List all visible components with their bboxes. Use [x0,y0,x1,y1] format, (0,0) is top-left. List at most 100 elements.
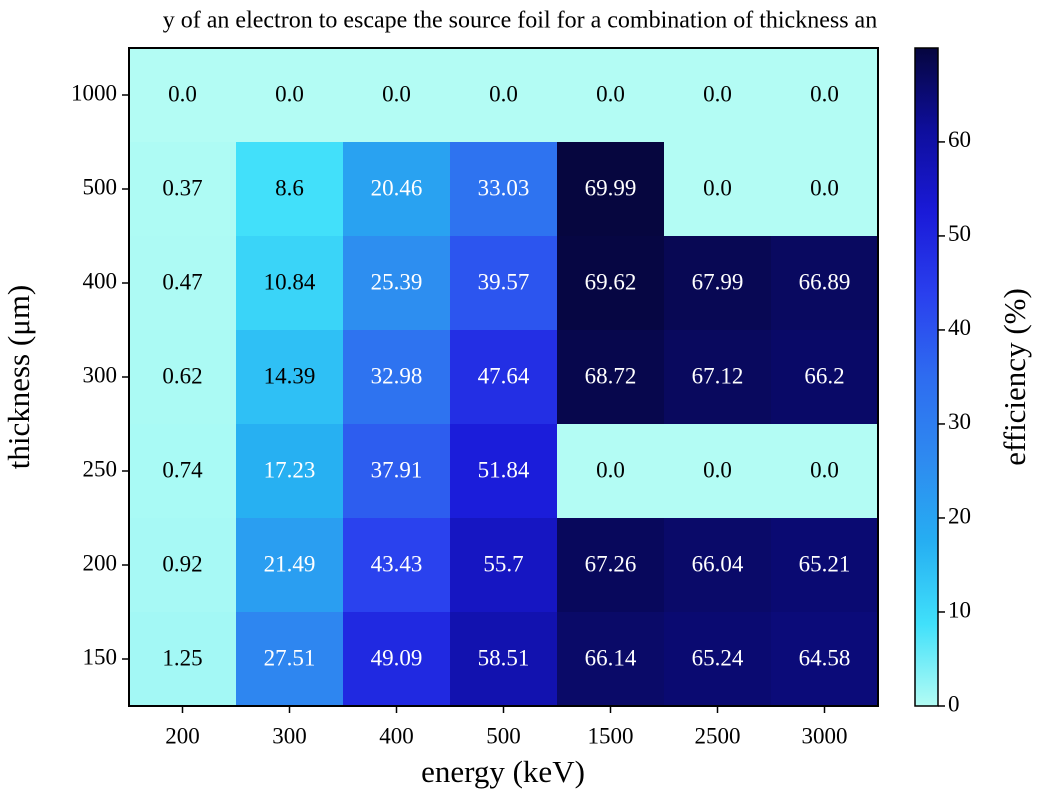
x-tick-label: 300 [272,723,307,748]
cell-label: 0.0 [489,81,518,106]
y-tick-label: 250 [83,456,118,481]
heatmap-cell [450,48,558,143]
heatmap-cell [129,236,237,331]
colorbar-label: efficiency (%) [997,288,1032,466]
heatmap-cell [450,518,558,613]
heatmap-cell [771,612,879,707]
heatmap-cell [557,424,665,519]
colorbar [914,47,939,707]
heatmap-cell [450,330,558,425]
heatmap-cell [664,330,772,425]
x-tick-label: 1500 [588,723,634,748]
heatmap-cell [771,424,879,519]
heatmap-cell [664,612,772,707]
cell-label: 0.0 [168,81,197,106]
heatmap-cell [236,48,344,143]
cell-label: 67.26 [585,551,637,576]
cell-label: 66.89 [799,269,851,294]
cell-label: 66.14 [585,645,637,670]
x-tick-label: 500 [486,723,521,748]
cell-label: 67.99 [692,269,744,294]
cell-label: 8.6 [275,175,304,200]
heatmap-cell [771,48,879,143]
heatmap-cell [236,424,344,519]
cell-label: 65.21 [799,551,851,576]
cell-label: 0.0 [810,81,839,106]
x-tick-label: 2500 [695,723,741,748]
heatmap-cell [129,330,237,425]
y-axis-label: thickness (μm) [1,285,36,470]
cell-label: 37.91 [371,457,423,482]
cell-label: 17.23 [264,457,316,482]
colorbar-tick-label: 20 [948,503,971,528]
heatmap-cell [771,330,879,425]
cell-label: 68.72 [585,363,637,388]
heatmap-cell [343,48,451,143]
cell-label: 27.51 [264,645,316,670]
colorbar-tick-label: 0 [948,691,960,716]
heatmap-cell [557,330,665,425]
cell-label: 43.43 [371,551,423,576]
cell-label: 0.74 [162,457,203,482]
heatmap-cell [771,236,879,331]
cell-label: 1.25 [162,645,202,670]
heatmap-cell [557,612,665,707]
heatmap-cell [343,612,451,707]
cell-label: 0.0 [382,81,411,106]
heatmap-cell [664,424,772,519]
cell-label: 67.12 [692,363,744,388]
cell-label: 39.57 [478,269,530,294]
cell-label: 66.04 [692,551,744,576]
heatmap-cell [771,142,879,237]
cell-label: 0.92 [162,551,202,576]
cell-label: 25.39 [371,269,423,294]
heatmap-cell [236,518,344,613]
cell-label: 58.51 [478,645,530,670]
colorbar-tick-label: 40 [948,315,971,340]
cell-label: 69.99 [585,175,637,200]
y-tick-label: 300 [83,362,118,387]
y-tick-label: 500 [83,174,118,199]
y-tick-label: 150 [83,644,118,669]
heatmap-cell [129,48,237,143]
colorbar-tick-label: 30 [948,409,971,434]
cell-label: 0.0 [596,81,625,106]
heatmap-cell [236,142,344,237]
y-tick-label: 1000 [71,80,117,105]
heatmap-cell [664,48,772,143]
y-tick-label: 400 [83,268,118,293]
chart-title: y of an electron to escape the source fo… [163,8,877,34]
cell-label: 0.37 [162,175,202,200]
cell-label: 0.0 [703,81,732,106]
cell-label: 14.39 [264,363,316,388]
x-axis-label: energy (keV) [421,754,585,789]
cell-label: 55.7 [483,551,523,576]
cell-label: 10.84 [264,269,316,294]
heatmap-cell [129,518,237,613]
heatmap-cell [343,330,451,425]
cell-label: 69.62 [585,269,637,294]
cell-label: 51.84 [478,457,530,482]
heatmap-cell [343,142,451,237]
cell-label: 66.2 [804,363,844,388]
heatmap-cell [129,612,237,707]
heatmap-cell [343,424,451,519]
heatmap-cell [236,612,344,707]
colorbar-tick-label: 10 [948,597,971,622]
cell-label: 21.49 [264,551,316,576]
x-tick-label: 400 [379,723,414,748]
cell-label: 0.0 [275,81,304,106]
cell-label: 32.98 [371,363,423,388]
heatmap-cell [664,236,772,331]
heatmap-cell [557,236,665,331]
heatmap-cell [129,424,237,519]
heatmap-cell [236,236,344,331]
cell-label: 20.46 [371,175,423,200]
heatmap-cell [771,518,879,613]
cell-label: 65.24 [692,645,744,670]
y-tick-label: 200 [83,550,118,575]
cell-label: 49.09 [371,645,423,670]
x-tick-label: 3000 [802,723,848,748]
